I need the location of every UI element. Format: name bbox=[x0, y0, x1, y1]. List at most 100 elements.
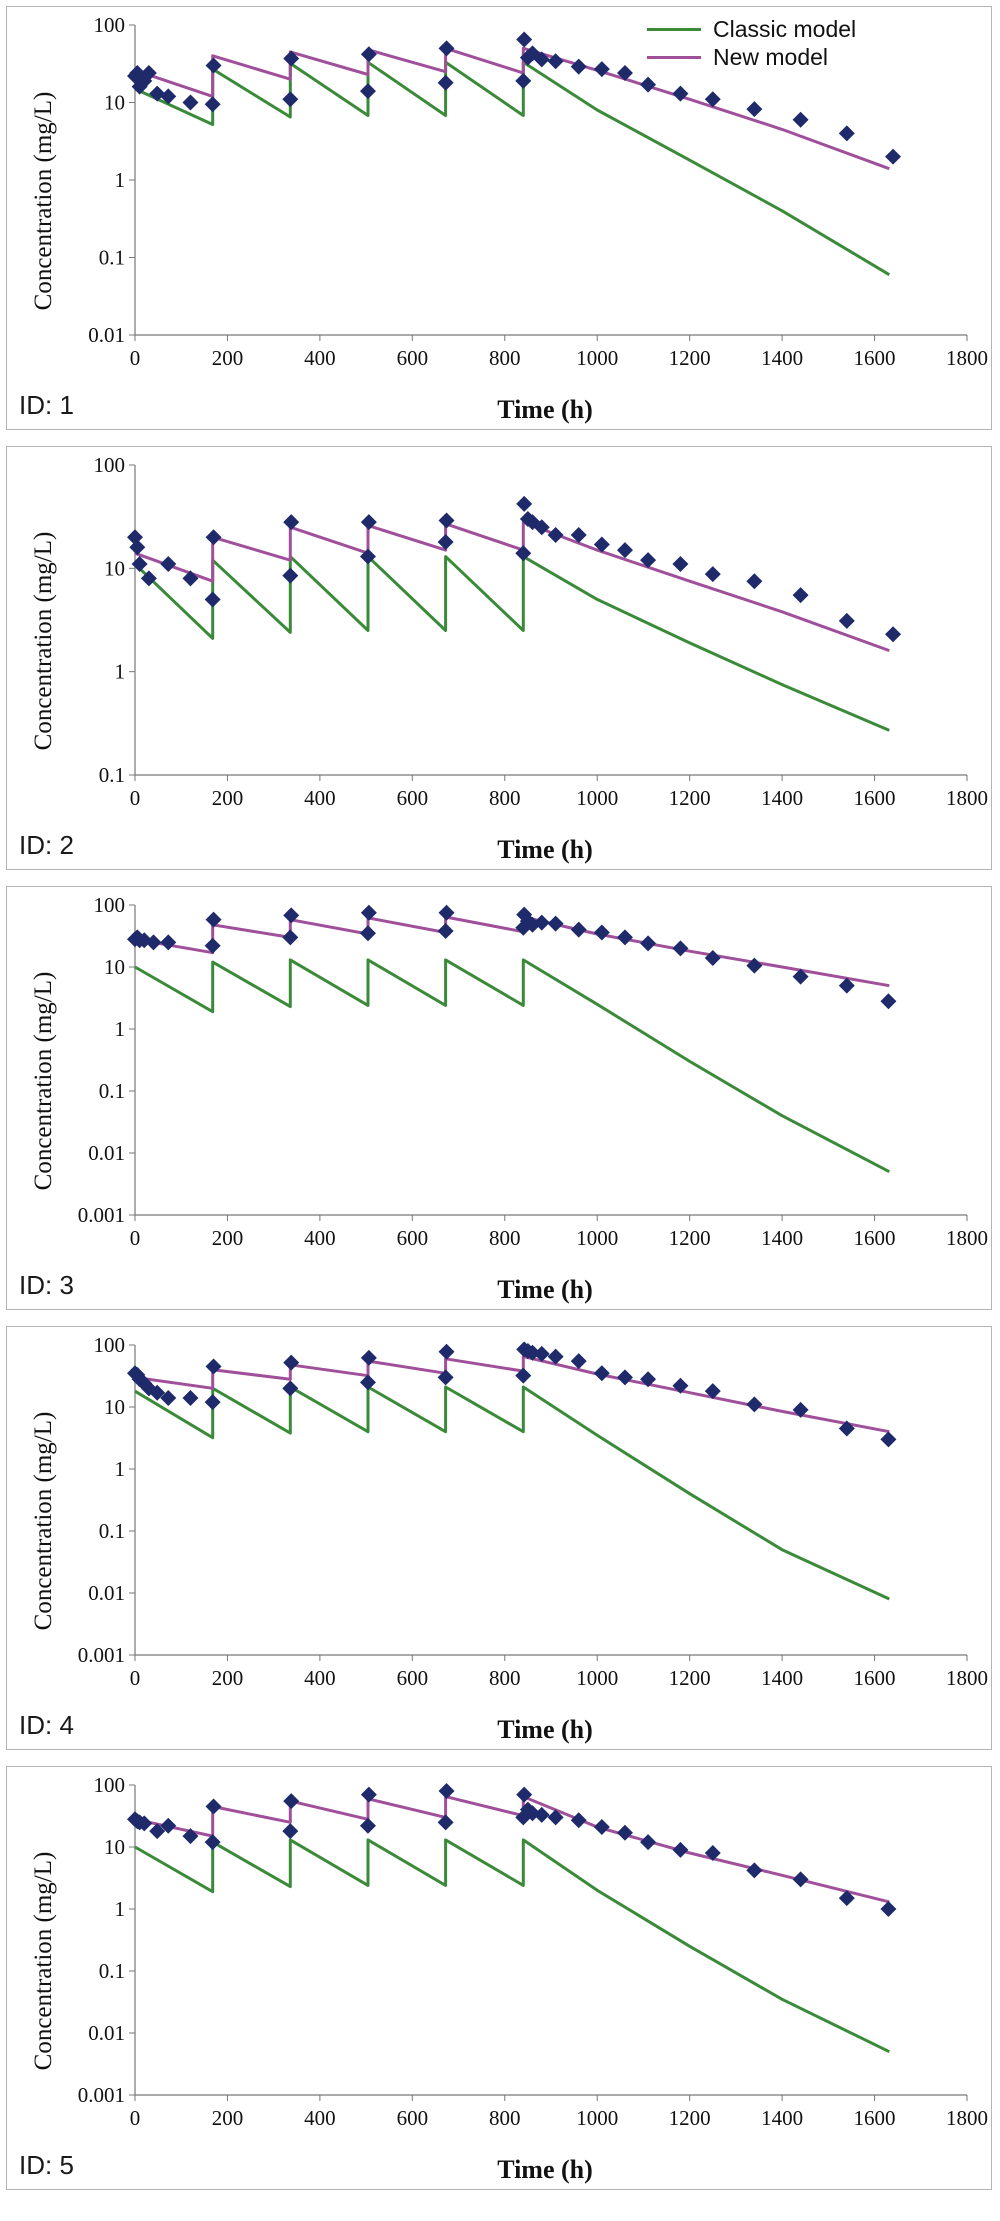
observed-point bbox=[282, 929, 299, 946]
x-tick-label: 400 bbox=[304, 346, 336, 370]
observed-point bbox=[204, 591, 221, 608]
new-model-line bbox=[134, 46, 890, 171]
observed-point bbox=[746, 573, 763, 590]
x-tick-label: 600 bbox=[397, 2106, 429, 2130]
x-tick-label: 1000 bbox=[576, 346, 618, 370]
observed-point bbox=[547, 1348, 564, 1365]
observed-point bbox=[140, 65, 157, 82]
classic-model-line bbox=[134, 1385, 890, 1601]
classic-model-line bbox=[134, 1838, 890, 2054]
y-tick-label: 10 bbox=[104, 955, 125, 979]
x-tick-label: 1400 bbox=[761, 2106, 803, 2130]
observed-point bbox=[283, 1354, 300, 1371]
x-tick-label: 1200 bbox=[669, 346, 711, 370]
observed-point bbox=[672, 85, 689, 102]
x-tick-label: 600 bbox=[397, 1666, 429, 1690]
y-tick-label: 10 bbox=[104, 556, 125, 580]
observed-point bbox=[359, 83, 376, 100]
x-tick-label: 600 bbox=[397, 346, 429, 370]
observed-point bbox=[127, 529, 143, 546]
observed-point bbox=[524, 1805, 541, 1822]
observed-point bbox=[593, 536, 610, 553]
y-tick-label: 10 bbox=[104, 1395, 125, 1419]
x-tick-label: 0 bbox=[130, 2106, 141, 2130]
observed-point bbox=[547, 527, 564, 544]
legend-label-classic: Classic model bbox=[713, 15, 857, 42]
y-tick-label: 100 bbox=[94, 1333, 126, 1357]
observed-point bbox=[704, 949, 721, 966]
observed-point bbox=[640, 1834, 657, 1851]
observed-point bbox=[282, 1380, 299, 1397]
x-tick-label: 400 bbox=[304, 1226, 336, 1250]
observed-point bbox=[640, 935, 657, 952]
observed-point bbox=[547, 1809, 564, 1826]
observed-point bbox=[672, 1841, 689, 1858]
observed-point bbox=[283, 1793, 300, 1810]
observed-point bbox=[570, 527, 587, 544]
observed-point bbox=[704, 1845, 721, 1862]
observed-point bbox=[145, 934, 162, 951]
x-tick-label: 200 bbox=[212, 1666, 244, 1690]
observed-point bbox=[616, 1824, 633, 1841]
observed-point bbox=[437, 1369, 454, 1386]
observed-point bbox=[149, 1823, 166, 1840]
y-tick-label: 0.1 bbox=[99, 763, 125, 787]
classic-model-line bbox=[133, 555, 890, 732]
observed-point bbox=[838, 125, 855, 142]
observed-point bbox=[182, 94, 199, 111]
observed-point bbox=[838, 1420, 855, 1437]
y-tick-label: 0.01 bbox=[88, 1141, 125, 1165]
observed-point bbox=[182, 1389, 199, 1406]
x-tick-label: 1400 bbox=[761, 786, 803, 810]
observed-point bbox=[131, 1371, 148, 1388]
x-axis-label: Time (h) bbox=[497, 1715, 593, 1744]
observed-point bbox=[704, 1383, 721, 1400]
y-tick-label: 1 bbox=[115, 168, 126, 192]
y-axis-label: Concentration (mg/L) bbox=[30, 1851, 57, 2071]
y-tick-label: 1 bbox=[115, 660, 126, 684]
observed-point bbox=[885, 148, 902, 165]
x-tick-label: 1200 bbox=[669, 786, 711, 810]
observed-point bbox=[880, 993, 897, 1010]
x-tick-label: 1000 bbox=[576, 1226, 618, 1250]
x-tick-label: 1600 bbox=[854, 786, 896, 810]
observed-point bbox=[593, 1819, 610, 1836]
observed-point bbox=[437, 533, 454, 550]
observed-point bbox=[359, 1817, 376, 1834]
observed-point bbox=[570, 1353, 587, 1370]
legend-label-new: New model bbox=[713, 43, 829, 70]
x-tick-label: 1200 bbox=[669, 1666, 711, 1690]
observed-point bbox=[360, 904, 377, 921]
y-axis-label: Concentration (mg/L) bbox=[30, 531, 57, 751]
x-tick-label: 0 bbox=[130, 1226, 141, 1250]
observed-point bbox=[437, 923, 454, 940]
observed-point bbox=[515, 72, 532, 89]
chart-panel-3: 0.001 0.01 0.1 1 10 100 0 200 400 600 800 1000 1200 1… bbox=[6, 886, 992, 1310]
y-tick-label: 1 bbox=[115, 1897, 126, 1921]
observed-point bbox=[360, 1786, 377, 1803]
x-tick-label: 1600 bbox=[854, 1666, 896, 1690]
observed-point bbox=[515, 1367, 532, 1384]
observed-point bbox=[136, 1815, 153, 1832]
x-tick-label: 1000 bbox=[576, 786, 618, 810]
observed-point bbox=[140, 1380, 157, 1397]
observed-point bbox=[515, 545, 532, 562]
x-tick-label: 1200 bbox=[669, 1226, 711, 1250]
panel-id-label: ID: 2 bbox=[19, 830, 74, 860]
observed-point bbox=[204, 96, 221, 113]
new-model-line bbox=[134, 520, 890, 653]
observed-point bbox=[149, 1384, 166, 1401]
observed-point bbox=[515, 1809, 532, 1826]
x-tick-label: 1800 bbox=[946, 1226, 988, 1250]
legend-swatch-new bbox=[647, 55, 701, 59]
observed-point bbox=[746, 1396, 763, 1413]
y-tick-label: 10 bbox=[104, 1835, 125, 1859]
observed-point bbox=[359, 925, 376, 942]
observed-point bbox=[438, 904, 455, 921]
y-tick-label: 100 bbox=[94, 893, 126, 917]
y-tick-label: 0.001 bbox=[78, 2083, 125, 2107]
panel-id-label: ID: 3 bbox=[19, 1270, 74, 1300]
observed-point bbox=[524, 514, 541, 531]
observed-point bbox=[746, 101, 763, 118]
